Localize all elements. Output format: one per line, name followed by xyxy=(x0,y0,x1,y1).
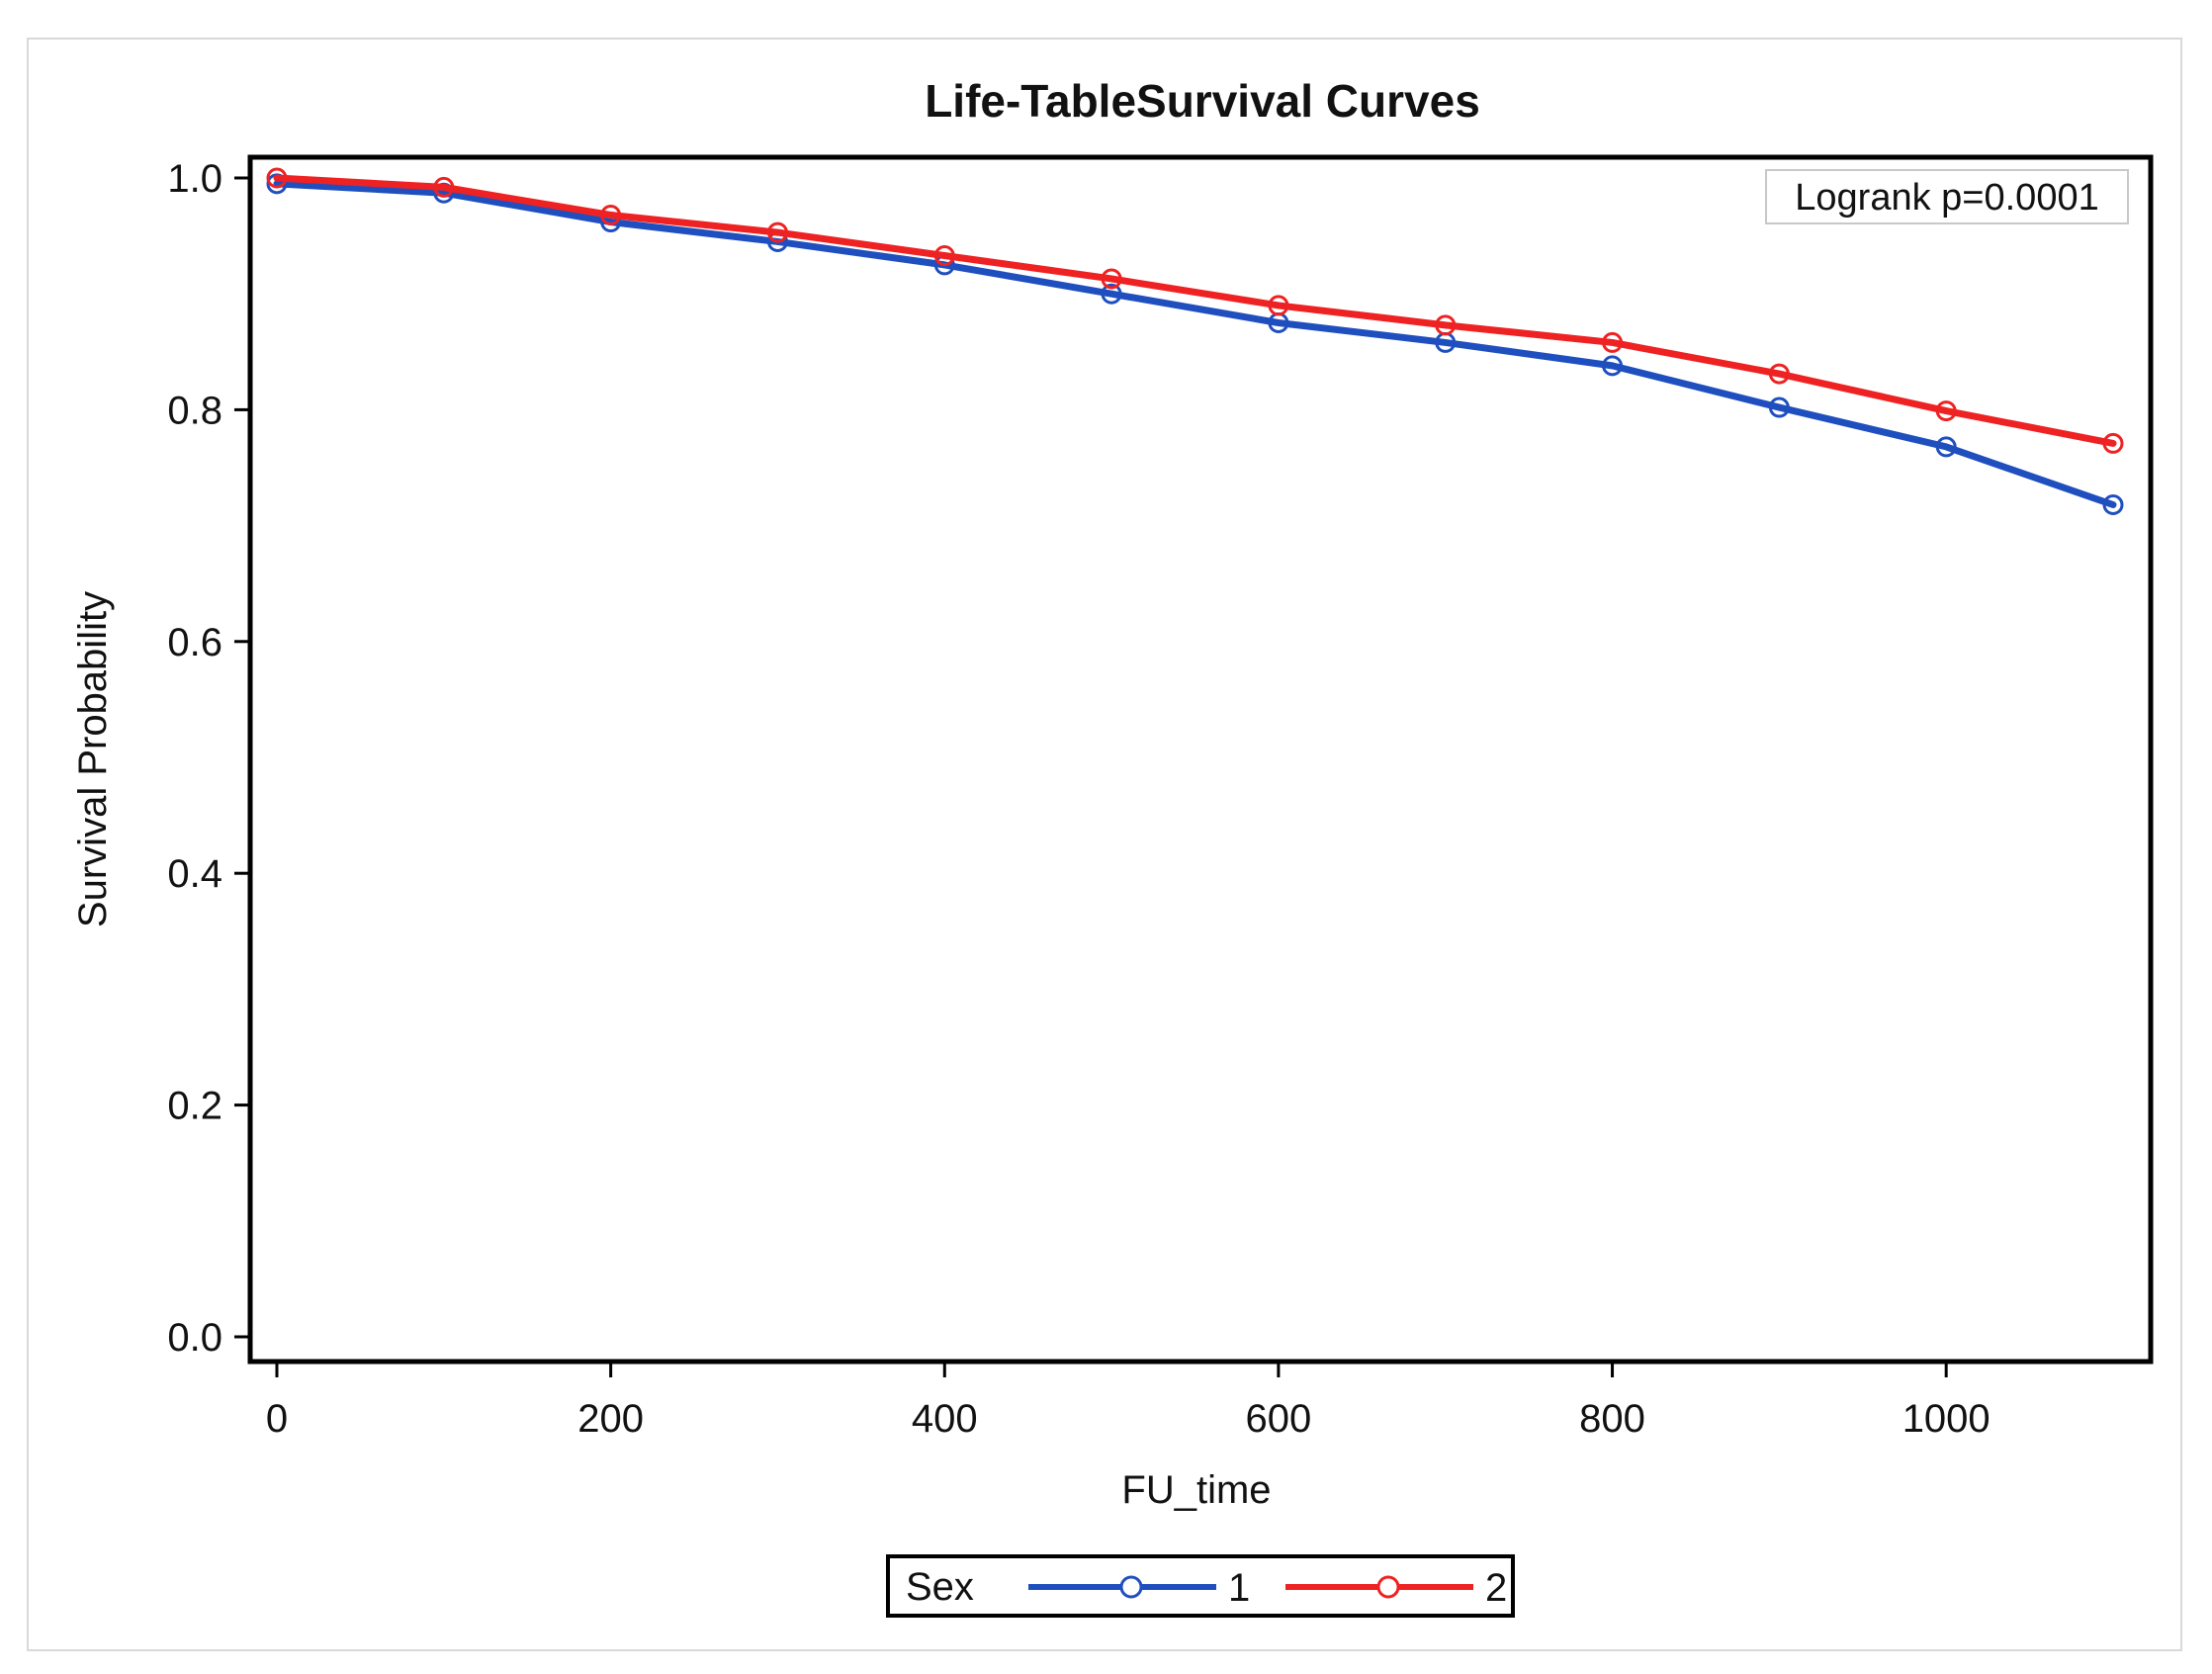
legend-label: 2 xyxy=(1485,1566,1507,1610)
y-axis: 0.0 0.2 0.4 0.6 0.8 1.0 xyxy=(167,157,250,1360)
data-point xyxy=(1768,396,1790,418)
data-point xyxy=(1435,314,1457,336)
x-tick-label: 400 xyxy=(912,1397,978,1441)
data-point xyxy=(1101,268,1122,290)
legend-label: 1 xyxy=(1228,1566,1250,1610)
data-point xyxy=(766,221,788,243)
logrank-annotation-box xyxy=(1765,169,2129,224)
y-tick-label: 0.0 xyxy=(167,1316,222,1360)
data-point xyxy=(933,245,955,267)
series-layer xyxy=(266,167,2124,516)
data-point xyxy=(1935,400,1957,422)
y-tick-label: 0.6 xyxy=(167,621,222,664)
x-tick-label: 800 xyxy=(1579,1397,1645,1441)
y-tick-label: 0.4 xyxy=(167,852,222,896)
series-2 xyxy=(266,167,2124,454)
x-tick-label: 1000 xyxy=(1902,1397,1991,1441)
x-axis-title: FU_time xyxy=(1121,1468,1271,1512)
data-point xyxy=(1602,355,1624,377)
data-point xyxy=(2102,494,2124,516)
legend-swatch-marker xyxy=(1119,1575,1143,1599)
data-point xyxy=(1768,363,1790,385)
legend-swatch-marker xyxy=(1376,1575,1400,1599)
x-tick-label: 600 xyxy=(1246,1397,1312,1441)
x-tick-label: 0 xyxy=(266,1397,288,1441)
chart-title: Life-TableSurvival Curves xyxy=(925,75,1480,127)
data-point xyxy=(2102,432,2124,454)
logrank-annotation: Logrank p=0.0001 xyxy=(1765,169,2129,224)
data-point xyxy=(266,167,288,189)
y-tick-label: 1.0 xyxy=(167,157,222,201)
legend-item-2: 2 xyxy=(1285,1566,1507,1610)
y-axis-title: Survival Probability xyxy=(71,591,115,927)
y-tick-label: 0.8 xyxy=(167,389,222,432)
data-point xyxy=(1602,331,1624,353)
data-point xyxy=(1268,295,1289,316)
series-line xyxy=(273,180,2117,509)
data-point xyxy=(600,205,622,226)
x-axis: 0 200 400 600 800 1000 xyxy=(266,1362,1991,1441)
logrank-annotation-text: Logrank p=0.0001 xyxy=(1795,177,2098,219)
x-tick-label: 200 xyxy=(577,1397,644,1441)
legend-item-1: 1 xyxy=(1028,1566,1250,1610)
data-point xyxy=(433,176,455,198)
data-point xyxy=(1101,283,1122,305)
legend-title: Sex xyxy=(906,1565,974,1609)
series-line xyxy=(273,174,2117,447)
y-tick-label: 0.2 xyxy=(167,1085,222,1128)
plot-area xyxy=(247,154,2154,1365)
data-point xyxy=(1935,436,1957,458)
series-1 xyxy=(266,173,2124,516)
